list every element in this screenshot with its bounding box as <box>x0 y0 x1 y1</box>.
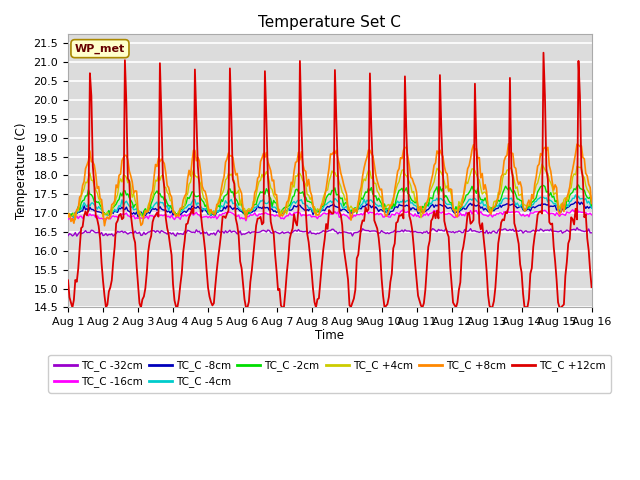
TC_C -4cm <box>572 192 579 198</box>
TC_C +4cm <box>239 206 247 212</box>
TC_C -8cm <box>239 210 247 216</box>
TC_C -16cm <box>248 213 255 218</box>
TC_C +8cm <box>130 190 138 196</box>
TC_C +4cm <box>221 177 229 182</box>
TC_C +4cm <box>248 207 255 213</box>
TC_C -2cm <box>220 194 228 200</box>
X-axis label: Time: Time <box>316 329 344 342</box>
TC_C +12cm <box>248 268 255 274</box>
TC_C -4cm <box>130 207 138 213</box>
TC_C -32cm <box>573 225 581 230</box>
TC_C -4cm <box>64 211 72 216</box>
TC_C +8cm <box>100 223 108 228</box>
TC_C -16cm <box>242 218 250 224</box>
Line: TC_C -32cm: TC_C -32cm <box>68 228 591 236</box>
Title: Temperature Set C: Temperature Set C <box>259 15 401 30</box>
TC_C -4cm <box>221 198 229 204</box>
TC_C -16cm <box>129 214 136 219</box>
TC_C -2cm <box>588 203 595 208</box>
TC_C -32cm <box>73 233 81 239</box>
TC_C +12cm <box>540 50 547 56</box>
TC_C +8cm <box>239 207 247 213</box>
TC_C +12cm <box>130 234 138 240</box>
TC_C +4cm <box>588 198 595 204</box>
TC_C -2cm <box>575 182 582 188</box>
TC_C -16cm <box>573 206 581 212</box>
TC_C +4cm <box>64 210 72 216</box>
Text: WP_met: WP_met <box>75 44 125 54</box>
TC_C +12cm <box>68 305 76 311</box>
TC_C +12cm <box>561 273 569 279</box>
TC_C +8cm <box>221 159 229 165</box>
TC_C -2cm <box>293 186 301 192</box>
Line: TC_C -8cm: TC_C -8cm <box>68 202 591 216</box>
TC_C +8cm <box>561 198 569 204</box>
TC_C -4cm <box>560 204 568 210</box>
TC_C +4cm <box>561 195 569 201</box>
TC_C -32cm <box>130 230 138 236</box>
TC_C -8cm <box>129 211 136 217</box>
TC_C -32cm <box>221 228 229 234</box>
TC_C +8cm <box>588 201 595 206</box>
Line: TC_C -2cm: TC_C -2cm <box>68 185 591 216</box>
TC_C -4cm <box>70 215 77 221</box>
TC_C -2cm <box>559 201 566 206</box>
TC_C +4cm <box>538 161 546 167</box>
TC_C -16cm <box>237 215 245 220</box>
TC_C -16cm <box>64 216 72 222</box>
TC_C +8cm <box>294 149 302 155</box>
TC_C +8cm <box>64 214 72 220</box>
Legend: TC_C -32cm, TC_C -16cm, TC_C -8cm, TC_C -4cm, TC_C -2cm, TC_C +4cm, TC_C +8cm, T: TC_C -32cm, TC_C -16cm, TC_C -8cm, TC_C … <box>49 355 611 393</box>
TC_C +12cm <box>588 284 595 290</box>
Y-axis label: Temperature (C): Temperature (C) <box>15 122 28 219</box>
TC_C +12cm <box>64 277 72 283</box>
TC_C +8cm <box>504 141 512 146</box>
TC_C -16cm <box>588 212 595 218</box>
TC_C +12cm <box>294 206 302 212</box>
TC_C -8cm <box>588 204 595 210</box>
Line: TC_C -16cm: TC_C -16cm <box>68 209 591 221</box>
TC_C -4cm <box>248 207 255 213</box>
TC_C +4cm <box>130 191 138 196</box>
TC_C -8cm <box>560 205 568 211</box>
TC_C -4cm <box>294 197 302 203</box>
Line: TC_C +12cm: TC_C +12cm <box>68 53 591 308</box>
TC_C -8cm <box>294 202 302 208</box>
TC_C -2cm <box>237 201 245 207</box>
TC_C -16cm <box>294 210 302 216</box>
TC_C -8cm <box>248 210 255 216</box>
TC_C -2cm <box>64 213 72 219</box>
Line: TC_C +4cm: TC_C +4cm <box>68 164 591 220</box>
TC_C -8cm <box>572 199 579 205</box>
TC_C -2cm <box>129 200 136 205</box>
TC_C -8cm <box>221 206 229 212</box>
TC_C -32cm <box>248 229 255 235</box>
TC_C -32cm <box>294 227 302 232</box>
Line: TC_C -4cm: TC_C -4cm <box>68 195 591 218</box>
TC_C -16cm <box>560 212 568 217</box>
TC_C +8cm <box>248 205 255 211</box>
Line: TC_C +8cm: TC_C +8cm <box>68 144 591 226</box>
TC_C +4cm <box>294 170 302 176</box>
TC_C +12cm <box>221 215 229 221</box>
TC_C +12cm <box>239 281 247 287</box>
TC_C -32cm <box>588 230 595 236</box>
TC_C -32cm <box>239 231 247 237</box>
TC_C -16cm <box>220 211 228 216</box>
TC_C -4cm <box>588 205 595 211</box>
TC_C -32cm <box>560 229 568 235</box>
TC_C -2cm <box>246 207 254 213</box>
TC_C -4cm <box>239 207 247 213</box>
TC_C -8cm <box>64 211 72 217</box>
TC_C -8cm <box>134 214 142 219</box>
TC_C +4cm <box>72 217 79 223</box>
TC_C -32cm <box>64 233 72 239</box>
